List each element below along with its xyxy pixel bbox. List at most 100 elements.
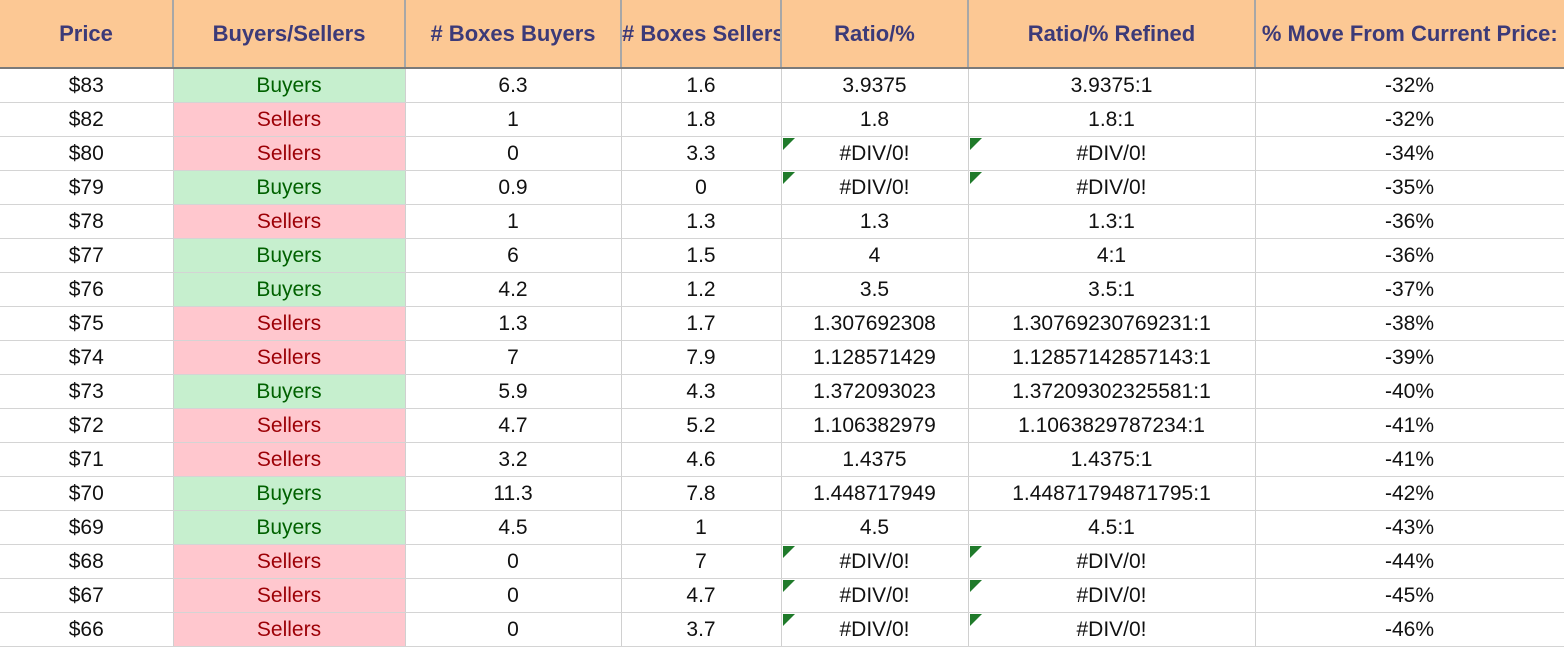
ratio-cell[interactable]: #DIV/0!	[781, 612, 969, 647]
ratio-refined-cell[interactable]: 4.5:1	[968, 510, 1256, 545]
boxes-sellers-cell[interactable]: 1.6	[621, 68, 782, 103]
boxes-buyers-cell[interactable]: 0	[405, 136, 622, 171]
price-cell[interactable]: $73	[0, 374, 174, 409]
percent-move-cell[interactable]: -42%	[1255, 476, 1564, 511]
ratio-refined-cell[interactable]: 1.12857142857143:1	[968, 340, 1256, 375]
price-cell[interactable]: $76	[0, 272, 174, 307]
buyers-sellers-cell[interactable]: Sellers	[173, 102, 406, 137]
ratio-cell[interactable]: 1.448717949	[781, 476, 969, 511]
price-cell[interactable]: $82	[0, 102, 174, 137]
boxes-buyers-cell[interactable]: 6	[405, 238, 622, 273]
ratio-cell[interactable]: 1.128571429	[781, 340, 969, 375]
column-header-price[interactable]: Price	[0, 0, 174, 69]
percent-move-cell[interactable]: -37%	[1255, 272, 1564, 307]
column-header-percent-move[interactable]: % Move From Current Price:	[1255, 0, 1564, 69]
boxes-buyers-cell[interactable]: 5.9	[405, 374, 622, 409]
boxes-sellers-cell[interactable]: 7.8	[621, 476, 782, 511]
buyers-sellers-cell[interactable]: Buyers	[173, 272, 406, 307]
percent-move-cell[interactable]: -40%	[1255, 374, 1564, 409]
ratio-cell[interactable]: 3.5	[781, 272, 969, 307]
buyers-sellers-cell[interactable]: Buyers	[173, 374, 406, 409]
ratio-cell[interactable]: 1.4375	[781, 442, 969, 477]
ratio-refined-cell[interactable]: #DIV/0!	[968, 136, 1256, 171]
buyers-sellers-cell[interactable]: Buyers	[173, 238, 406, 273]
boxes-buyers-cell[interactable]: 7	[405, 340, 622, 375]
percent-move-cell[interactable]: -36%	[1255, 204, 1564, 239]
ratio-cell[interactable]: #DIV/0!	[781, 544, 969, 579]
price-cell[interactable]: $80	[0, 136, 174, 171]
percent-move-cell[interactable]: -43%	[1255, 510, 1564, 545]
percent-move-cell[interactable]: -36%	[1255, 238, 1564, 273]
boxes-sellers-cell[interactable]: 3.3	[621, 136, 782, 171]
buyers-sellers-cell[interactable]: Sellers	[173, 612, 406, 647]
ratio-refined-cell[interactable]: 1.37209302325581:1	[968, 374, 1256, 409]
price-cell[interactable]: $66	[0, 612, 174, 647]
ratio-refined-cell[interactable]: #DIV/0!	[968, 578, 1256, 613]
ratio-cell[interactable]: 4.5	[781, 510, 969, 545]
ratio-refined-cell[interactable]: 3.9375:1	[968, 68, 1256, 103]
price-cell[interactable]: $69	[0, 510, 174, 545]
boxes-buyers-cell[interactable]: 3.2	[405, 442, 622, 477]
percent-move-cell[interactable]: -46%	[1255, 612, 1564, 647]
column-header-ratio-refined[interactable]: Ratio/% Refined	[968, 0, 1256, 69]
buyers-sellers-cell[interactable]: Buyers	[173, 510, 406, 545]
buyers-sellers-cell[interactable]: Sellers	[173, 408, 406, 443]
boxes-buyers-cell[interactable]: 11.3	[405, 476, 622, 511]
ratio-refined-cell[interactable]: 1.4375:1	[968, 442, 1256, 477]
ratio-cell[interactable]: 1.8	[781, 102, 969, 137]
boxes-buyers-cell[interactable]: 1.3	[405, 306, 622, 341]
percent-move-cell[interactable]: -34%	[1255, 136, 1564, 171]
boxes-sellers-cell[interactable]: 7	[621, 544, 782, 579]
boxes-buyers-cell[interactable]: 0	[405, 578, 622, 613]
percent-move-cell[interactable]: -32%	[1255, 102, 1564, 137]
boxes-buyers-cell[interactable]: 1	[405, 204, 622, 239]
buyers-sellers-cell[interactable]: Sellers	[173, 544, 406, 579]
buyers-sellers-cell[interactable]: Sellers	[173, 136, 406, 171]
percent-move-cell[interactable]: -35%	[1255, 170, 1564, 205]
ratio-cell[interactable]: 4	[781, 238, 969, 273]
ratio-cell[interactable]: 1.372093023	[781, 374, 969, 409]
boxes-sellers-cell[interactable]: 1.2	[621, 272, 782, 307]
boxes-sellers-cell[interactable]: 4.3	[621, 374, 782, 409]
ratio-cell[interactable]: #DIV/0!	[781, 170, 969, 205]
price-cell[interactable]: $74	[0, 340, 174, 375]
price-cell[interactable]: $77	[0, 238, 174, 273]
ratio-refined-cell[interactable]: 4:1	[968, 238, 1256, 273]
boxes-buyers-cell[interactable]: 4.7	[405, 408, 622, 443]
buyers-sellers-cell[interactable]: Buyers	[173, 68, 406, 103]
boxes-buyers-cell[interactable]: 4.5	[405, 510, 622, 545]
price-cell[interactable]: $67	[0, 578, 174, 613]
column-header-boxes-buyers[interactable]: # Boxes Buyers	[405, 0, 622, 69]
ratio-cell[interactable]: 3.9375	[781, 68, 969, 103]
price-cell[interactable]: $79	[0, 170, 174, 205]
ratio-cell[interactable]: #DIV/0!	[781, 136, 969, 171]
ratio-refined-cell[interactable]: 1.8:1	[968, 102, 1256, 137]
ratio-refined-cell[interactable]: 1.44871794871795:1	[968, 476, 1256, 511]
percent-move-cell[interactable]: -38%	[1255, 306, 1564, 341]
boxes-buyers-cell[interactable]: 6.3	[405, 68, 622, 103]
boxes-sellers-cell[interactable]: 1.3	[621, 204, 782, 239]
buyers-sellers-cell[interactable]: Sellers	[173, 578, 406, 613]
ratio-cell[interactable]: 1.307692308	[781, 306, 969, 341]
boxes-sellers-cell[interactable]: 4.7	[621, 578, 782, 613]
column-header-boxes-sellers[interactable]: # Boxes Sellers	[621, 0, 782, 69]
ratio-refined-cell[interactable]: #DIV/0!	[968, 544, 1256, 579]
boxes-sellers-cell[interactable]: 1	[621, 510, 782, 545]
price-cell[interactable]: $70	[0, 476, 174, 511]
boxes-sellers-cell[interactable]: 7.9	[621, 340, 782, 375]
boxes-sellers-cell[interactable]: 1.8	[621, 102, 782, 137]
price-cell[interactable]: $75	[0, 306, 174, 341]
buyers-sellers-cell[interactable]: Sellers	[173, 442, 406, 477]
buyers-sellers-cell[interactable]: Buyers	[173, 170, 406, 205]
boxes-sellers-cell[interactable]: 1.7	[621, 306, 782, 341]
price-cell[interactable]: $72	[0, 408, 174, 443]
ratio-cell[interactable]: 1.106382979	[781, 408, 969, 443]
ratio-refined-cell[interactable]: 1.3:1	[968, 204, 1256, 239]
boxes-buyers-cell[interactable]: 0	[405, 612, 622, 647]
boxes-sellers-cell[interactable]: 0	[621, 170, 782, 205]
boxes-buyers-cell[interactable]: 0.9	[405, 170, 622, 205]
boxes-buyers-cell[interactable]: 1	[405, 102, 622, 137]
buyers-sellers-cell[interactable]: Sellers	[173, 340, 406, 375]
percent-move-cell[interactable]: -32%	[1255, 68, 1564, 103]
ratio-refined-cell[interactable]: 3.5:1	[968, 272, 1256, 307]
